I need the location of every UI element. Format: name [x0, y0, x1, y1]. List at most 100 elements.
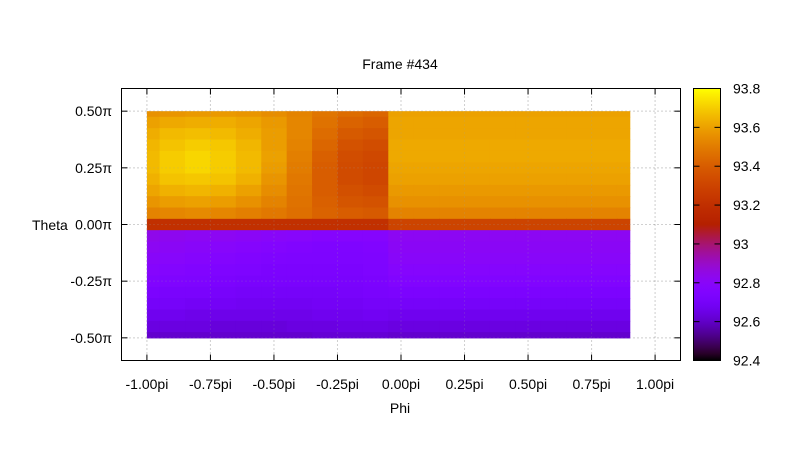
heatmap-cell — [286, 111, 313, 118]
heatmap-cell — [464, 275, 491, 288]
heatmap-cell — [616, 111, 631, 118]
heatmap-cell — [210, 128, 237, 141]
heatmap-cell — [286, 139, 313, 152]
heatmap-cell — [362, 218, 389, 231]
heatmap-cell — [185, 252, 212, 265]
heatmap-cell — [286, 230, 313, 243]
heatmap-cell — [337, 116, 364, 129]
heatmap-cell — [413, 218, 440, 231]
heatmap-cell — [362, 196, 389, 209]
heatmap-cell — [439, 207, 466, 220]
heatmap-cell — [388, 111, 415, 118]
heatmap-cell — [210, 218, 237, 231]
x-tick-label: -0.75pi — [189, 376, 232, 392]
heatmap-cell — [464, 150, 491, 163]
heatmap-cell — [337, 162, 364, 175]
heatmap-cell — [286, 320, 313, 333]
heatmap-cell — [616, 320, 631, 333]
heatmap-cell — [388, 230, 415, 243]
heatmap-cell — [362, 128, 389, 141]
heatmap-cell — [146, 111, 161, 118]
heatmap-cell — [159, 298, 186, 311]
heatmap-cell — [146, 286, 161, 299]
heatmap-cell — [286, 162, 313, 175]
heatmap-cell — [146, 128, 161, 141]
heatmap-cell — [591, 116, 618, 129]
heatmap-cell — [159, 162, 186, 175]
heatmap-cell — [185, 173, 212, 186]
heatmap-cell — [235, 230, 262, 243]
heatmap-cell — [439, 162, 466, 175]
heatmap-cell — [362, 320, 389, 333]
heatmap-cell — [540, 162, 567, 175]
heatmap-cell — [464, 298, 491, 311]
heatmap-cell — [439, 196, 466, 209]
heatmap-cell — [439, 184, 466, 197]
heatmap-cell — [312, 139, 339, 152]
heatmap-cell — [210, 207, 237, 220]
heatmap-cell — [489, 252, 516, 265]
heatmap-cell — [439, 150, 466, 163]
heatmap-cell — [146, 252, 161, 265]
heatmap-cell — [312, 320, 339, 333]
heatmap-cell — [286, 196, 313, 209]
heatmap-cell — [210, 139, 237, 152]
heatmap-cell — [159, 275, 186, 288]
heatmap-cell — [362, 139, 389, 152]
heatmap-cell — [362, 264, 389, 277]
heatmap-cell — [286, 275, 313, 288]
heatmap-cell — [146, 184, 161, 197]
heatmap-cell — [362, 150, 389, 163]
heatmap-cell — [616, 298, 631, 311]
heatmap-cell — [566, 241, 593, 254]
heatmap-cell — [489, 298, 516, 311]
heatmap-cell — [540, 173, 567, 186]
heatmap-cell — [312, 286, 339, 299]
heatmap-cell — [185, 162, 212, 175]
heatmap-cell — [591, 275, 618, 288]
heatmap-cell — [159, 128, 186, 141]
heatmap-cell — [464, 111, 491, 118]
heatmap-cell — [261, 218, 288, 231]
heatmap-cell — [235, 173, 262, 186]
heatmap-cell — [439, 309, 466, 322]
heatmap-cell — [235, 286, 262, 299]
heatmap-cell — [159, 309, 186, 322]
heatmap-cell — [337, 286, 364, 299]
heatmap-cell — [337, 298, 364, 311]
heatmap-cell — [616, 196, 631, 209]
heatmap-cell — [566, 332, 593, 339]
heatmap-cell — [388, 184, 415, 197]
heatmap-cell — [185, 298, 212, 311]
heatmap-cell — [540, 332, 567, 339]
heatmap-cell — [337, 128, 364, 141]
heatmap-cell — [210, 332, 237, 339]
heatmap-cell — [540, 241, 567, 254]
heatmap-cell — [235, 218, 262, 231]
heatmap-cell — [312, 116, 339, 129]
heatmap-cell — [210, 173, 237, 186]
heatmap-cell — [515, 196, 542, 209]
heatmap-cell — [464, 264, 491, 277]
heatmap-cell — [261, 184, 288, 197]
heatmap-cell — [210, 298, 237, 311]
x-tick-label: 0.50pi — [509, 376, 547, 392]
heatmap-cell — [185, 218, 212, 231]
heatmap-cell — [439, 320, 466, 333]
colorbar-tick-label: 93.2 — [733, 197, 760, 213]
heatmap-cell — [413, 252, 440, 265]
heatmap-cell — [464, 332, 491, 339]
heatmap-cell — [464, 184, 491, 197]
x-tick-label: 0.75pi — [572, 376, 610, 392]
heatmap-cell — [388, 207, 415, 220]
heatmap-cell — [566, 196, 593, 209]
heatmap-cell — [185, 196, 212, 209]
heatmap-cell — [439, 116, 466, 129]
heatmap-cell — [413, 320, 440, 333]
heatmap-cell — [616, 162, 631, 175]
heatmap-cell — [362, 173, 389, 186]
heatmap-cell — [261, 320, 288, 333]
heatmap-cell — [337, 320, 364, 333]
heatmap-cell — [464, 207, 491, 220]
heatmap-cell — [489, 111, 516, 118]
